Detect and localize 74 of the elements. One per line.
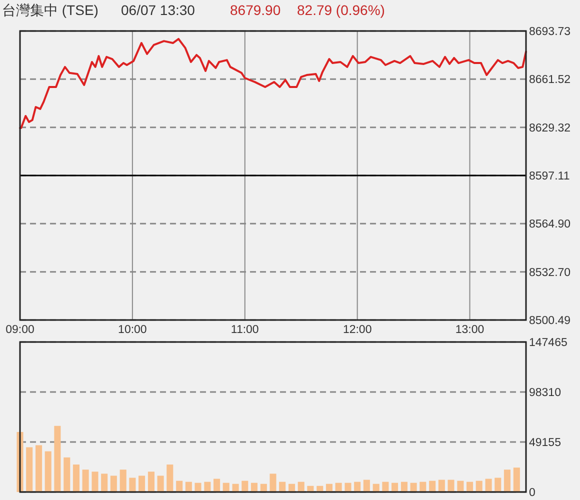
- y-tick-label: 49155: [529, 437, 561, 450]
- bar: [326, 484, 332, 492]
- bar: [448, 480, 454, 492]
- bar: [110, 476, 117, 492]
- bar: [44, 451, 52, 492]
- bar: [279, 482, 286, 492]
- bar: [372, 484, 380, 492]
- bar: [476, 480, 482, 492]
- bar: [307, 486, 314, 492]
- bar: [26, 447, 33, 492]
- bar: [157, 476, 164, 492]
- bar: [138, 476, 146, 492]
- bar: [438, 480, 445, 492]
- bar: [270, 474, 276, 492]
- bar: [410, 482, 417, 492]
- bar: [344, 482, 352, 492]
- bar: [101, 474, 108, 492]
- line-series: [19, 38, 527, 129]
- x-tick-label: 09:00: [6, 324, 34, 336]
- bar: [298, 482, 304, 492]
- x-tick-label: 11:00: [230, 324, 259, 336]
- text: 82.79 (0.96%): [297, 2, 385, 18]
- bar: [288, 484, 296, 492]
- y-tick-label: 8629.32: [529, 122, 571, 134]
- bar: [420, 482, 426, 492]
- bar: [354, 482, 361, 492]
- bar: [429, 480, 436, 492]
- bar: [260, 484, 267, 492]
- y-tick-label: 0: [529, 487, 536, 500]
- bar: [148, 472, 154, 492]
- bar: [120, 470, 126, 492]
- bar: [176, 480, 183, 492]
- x-tick-label: 10:00: [118, 324, 147, 336]
- bar: [92, 472, 98, 492]
- bar: [54, 426, 61, 492]
- bar: [242, 480, 248, 492]
- y-tick-label: 98310: [529, 387, 561, 400]
- bar: [494, 478, 502, 492]
- bar: [232, 484, 239, 492]
- bar: [222, 482, 230, 492]
- bar: [185, 482, 192, 492]
- bar: [485, 478, 492, 492]
- bar: [513, 468, 520, 492]
- bar: [36, 445, 42, 492]
- bar: [82, 470, 89, 492]
- bar: [392, 482, 398, 492]
- bar: [316, 486, 324, 492]
- bar: [457, 480, 464, 492]
- y-tick-label: 147465: [529, 337, 568, 350]
- bar: [466, 482, 474, 492]
- bar: [400, 482, 408, 492]
- x-tick-label: 12:00: [342, 324, 372, 336]
- bar: [382, 482, 389, 492]
- text: 8679.90: [230, 2, 281, 18]
- bar: [166, 464, 174, 492]
- y-tick-label: 8597.11: [529, 170, 570, 183]
- bar: [64, 457, 70, 492]
- bar: [363, 480, 370, 492]
- bar: [204, 482, 211, 492]
- y-tick-label: 8532.70: [529, 266, 571, 279]
- bar: [72, 464, 80, 492]
- x-tick-label: 13:00: [455, 324, 484, 336]
- bar: [214, 478, 220, 492]
- y-tick-label: 8693.73: [529, 26, 571, 38]
- bar: [335, 482, 342, 492]
- y-tick-label: 8500.49: [529, 315, 571, 328]
- bar: [129, 478, 136, 492]
- bar: [194, 482, 202, 492]
- y-tick-label: 8661.52: [529, 74, 571, 86]
- text: 06/07 13:30: [121, 2, 196, 18]
- bar: [250, 482, 258, 492]
- y-tick-label: 8564.90: [529, 218, 571, 231]
- bar: [504, 470, 510, 492]
- chart-title: 台灣集中 (TSE): [2, 2, 98, 18]
